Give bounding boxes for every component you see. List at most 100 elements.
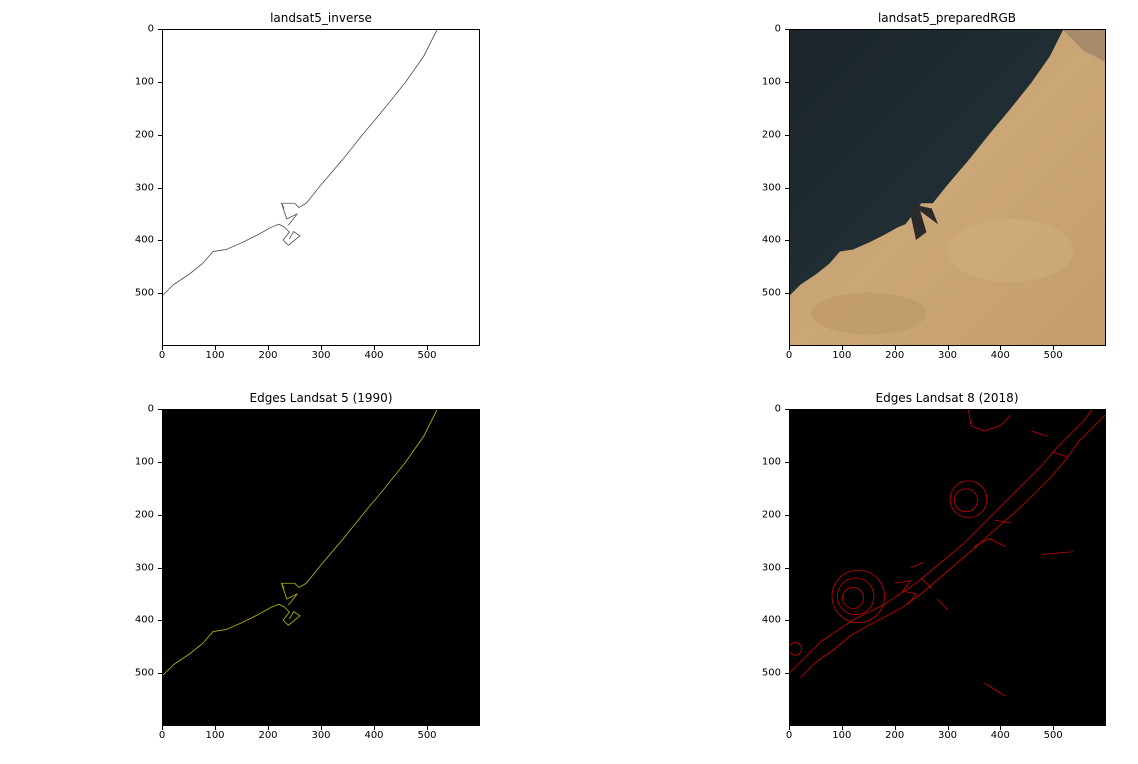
y-tick-label: 100	[134, 76, 154, 88]
x-tick-mark	[374, 726, 375, 730]
y-tick-label: 300	[134, 182, 154, 193]
y-tick-mark	[785, 514, 789, 516]
x-tick-mark	[1000, 346, 1002, 350]
x-tick-mark	[1053, 346, 1055, 350]
y-tick-label: 100	[761, 456, 781, 468]
y-tick-label: 500	[761, 287, 781, 299]
x-tick-mark	[841, 726, 843, 730]
y-tick-mark	[158, 187, 162, 189]
panel-title: landsat5_preparedRGB	[877, 11, 1017, 25]
x-tick-mark	[789, 346, 790, 350]
y-tick-mark	[785, 293, 789, 295]
x-tick-mark	[215, 726, 216, 730]
y-tick-mark	[158, 673, 162, 675]
y-tick-mark	[785, 29, 789, 30]
x-tick-label: 300	[311, 730, 331, 741]
y-tick-mark	[158, 514, 162, 516]
inverse-image	[162, 29, 480, 346]
y-tick-mark	[158, 461, 162, 463]
y-tick-mark	[785, 673, 789, 675]
y-tick-label: 200	[761, 509, 781, 521]
y-tick-mark	[785, 409, 789, 410]
panel-title: Edges Landsat 8 (2018)	[875, 391, 1019, 405]
y-tick-mark	[785, 620, 789, 622]
y-tick-label: 0	[774, 23, 781, 35]
y-tick-label: 500	[134, 287, 154, 299]
x-tick-mark	[894, 726, 896, 730]
rgb-image	[789, 29, 1106, 346]
x-tick-label: 500	[1043, 730, 1063, 741]
y-tick-mark	[158, 29, 162, 30]
x-tick-label: 200	[258, 730, 278, 741]
x-tick-label: 400	[364, 730, 384, 741]
x-tick-mark	[268, 726, 269, 730]
y-tick-label: 500	[134, 667, 154, 679]
y-tick-mark	[785, 461, 789, 463]
x-tick-mark	[321, 726, 322, 730]
x-tick-label: 100	[205, 350, 225, 361]
x-tick-label: 300	[937, 730, 958, 741]
y-tick-label: 300	[134, 562, 154, 573]
y-tick-mark	[785, 240, 789, 242]
x-tick-mark	[1000, 726, 1002, 730]
y-tick-label: 500	[761, 667, 781, 679]
y-tick-label: 200	[134, 129, 154, 141]
x-tick-label: 0	[158, 730, 166, 741]
y-tick-label: 100	[134, 456, 154, 468]
x-tick-label: 0	[158, 350, 166, 361]
x-tick-mark	[789, 726, 790, 730]
x-tick-label: 500	[1043, 350, 1063, 361]
y-tick-mark	[158, 240, 162, 242]
edges-landsat5-image	[162, 409, 480, 726]
y-tick-mark	[785, 187, 789, 189]
x-tick-label: 100	[832, 730, 852, 741]
x-tick-mark	[947, 726, 949, 730]
x-tick-label: 300	[311, 350, 331, 361]
y-tick-label: 400	[761, 234, 781, 246]
x-tick-label: 0	[785, 350, 793, 361]
x-tick-label: 500	[417, 730, 437, 741]
x-tick-mark	[1053, 726, 1055, 730]
y-tick-label: 300	[761, 182, 781, 193]
y-tick-mark	[785, 81, 789, 83]
panel-title: landsat5_inverse	[270, 11, 372, 25]
x-tick-mark	[841, 346, 843, 350]
y-tick-mark	[785, 134, 789, 136]
x-tick-mark	[162, 726, 163, 730]
y-tick-label: 100	[761, 76, 781, 88]
edges-landsat8-image	[789, 409, 1106, 726]
x-tick-label: 100	[205, 730, 225, 741]
x-tick-label: 200	[885, 730, 905, 741]
x-tick-mark	[374, 346, 375, 350]
x-tick-label: 400	[990, 350, 1010, 361]
x-tick-mark	[162, 346, 163, 350]
x-tick-label: 200	[885, 350, 905, 361]
x-tick-label: 0	[785, 730, 793, 741]
y-tick-mark	[158, 409, 162, 410]
x-tick-label: 400	[364, 350, 384, 361]
x-tick-mark	[894, 346, 896, 350]
x-tick-label: 100	[832, 350, 852, 361]
edge-path	[790, 410, 1105, 697]
y-tick-label: 300	[761, 562, 781, 573]
x-tick-mark	[427, 346, 428, 350]
y-tick-mark	[785, 567, 789, 569]
y-tick-label: 400	[134, 234, 154, 246]
x-tick-label: 300	[937, 350, 958, 361]
y-tick-label: 200	[761, 129, 781, 141]
y-tick-label: 0	[147, 403, 154, 415]
y-tick-mark	[158, 134, 162, 136]
y-tick-mark	[158, 81, 162, 83]
x-tick-label: 200	[258, 350, 278, 361]
y-tick-mark	[158, 620, 162, 622]
x-tick-mark	[268, 346, 269, 350]
edge-path	[163, 410, 438, 676]
y-tick-label: 200	[134, 509, 154, 521]
y-tick-label: 400	[761, 614, 781, 626]
coastline-path	[163, 30, 438, 296]
y-tick-mark	[158, 293, 162, 295]
y-tick-label: 400	[134, 614, 154, 626]
y-tick-label: 0	[774, 403, 781, 415]
x-tick-mark	[427, 726, 428, 730]
x-tick-mark	[947, 346, 949, 350]
